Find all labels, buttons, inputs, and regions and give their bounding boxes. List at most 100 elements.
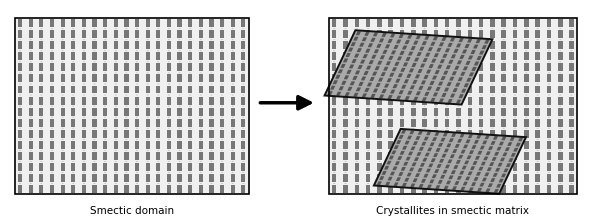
Bar (377, 141, 382, 149)
Circle shape (345, 28, 347, 29)
Bar (422, 185, 427, 193)
Bar (124, 141, 128, 149)
Circle shape (379, 180, 381, 181)
Polygon shape (440, 138, 445, 142)
Circle shape (458, 50, 459, 51)
Circle shape (51, 139, 53, 140)
Circle shape (378, 161, 381, 162)
Bar (388, 41, 393, 49)
Circle shape (378, 82, 380, 83)
Circle shape (210, 150, 213, 151)
Circle shape (446, 150, 448, 151)
Circle shape (356, 50, 358, 51)
Polygon shape (379, 55, 385, 59)
Bar (103, 19, 107, 27)
Bar (513, 152, 517, 160)
Bar (82, 174, 86, 182)
Bar (82, 119, 86, 127)
Bar (355, 74, 359, 82)
Bar (501, 97, 506, 105)
Bar (570, 163, 574, 171)
Polygon shape (464, 83, 469, 87)
Bar (28, 41, 33, 49)
Bar (220, 174, 224, 182)
Polygon shape (340, 64, 346, 68)
Circle shape (83, 150, 85, 151)
Polygon shape (395, 79, 400, 83)
Bar (479, 19, 484, 27)
Bar (135, 119, 139, 127)
Polygon shape (423, 75, 429, 79)
Polygon shape (419, 86, 423, 90)
Circle shape (115, 50, 117, 51)
Polygon shape (511, 153, 516, 157)
Circle shape (435, 50, 437, 51)
Bar (28, 130, 33, 138)
Polygon shape (419, 147, 424, 151)
Bar (167, 30, 171, 38)
Bar (546, 41, 551, 49)
Polygon shape (352, 76, 358, 80)
Bar (388, 185, 393, 193)
Circle shape (51, 150, 53, 151)
Polygon shape (387, 161, 391, 165)
Circle shape (493, 140, 495, 141)
Polygon shape (383, 67, 388, 71)
Polygon shape (458, 155, 464, 159)
Circle shape (62, 150, 64, 151)
Circle shape (210, 72, 213, 73)
Bar (456, 174, 461, 182)
Bar (167, 52, 171, 60)
Circle shape (94, 150, 95, 151)
Bar (103, 130, 107, 138)
Bar (524, 19, 529, 27)
Bar (241, 174, 246, 182)
Circle shape (491, 182, 493, 183)
Circle shape (571, 128, 572, 129)
Polygon shape (442, 93, 446, 97)
Bar (535, 119, 540, 127)
Circle shape (40, 39, 43, 40)
Circle shape (491, 161, 494, 162)
Circle shape (480, 39, 482, 40)
Circle shape (438, 184, 440, 185)
Circle shape (426, 57, 427, 58)
Circle shape (333, 39, 335, 40)
Circle shape (456, 164, 458, 165)
Circle shape (168, 61, 170, 62)
Bar (135, 174, 139, 182)
Polygon shape (455, 181, 459, 185)
Polygon shape (474, 140, 479, 144)
Circle shape (559, 39, 561, 40)
Circle shape (19, 28, 21, 29)
Circle shape (525, 72, 527, 73)
Circle shape (548, 128, 550, 129)
Circle shape (469, 139, 471, 140)
Polygon shape (402, 146, 407, 150)
Bar (524, 119, 529, 127)
Bar (400, 74, 404, 82)
Circle shape (200, 50, 202, 51)
Circle shape (400, 155, 402, 156)
Bar (513, 174, 517, 182)
Bar (570, 119, 574, 127)
Polygon shape (474, 177, 478, 181)
Circle shape (221, 172, 223, 173)
Circle shape (503, 117, 505, 118)
Circle shape (446, 61, 448, 62)
Circle shape (435, 106, 437, 107)
Circle shape (548, 50, 550, 51)
Circle shape (51, 106, 53, 107)
Bar (39, 130, 43, 138)
Circle shape (455, 70, 456, 71)
Polygon shape (449, 77, 454, 81)
Bar (50, 30, 54, 38)
Circle shape (30, 117, 32, 118)
Circle shape (221, 39, 223, 40)
Bar (366, 74, 371, 82)
Bar (82, 185, 86, 193)
Circle shape (408, 95, 409, 96)
Polygon shape (354, 53, 359, 58)
Circle shape (115, 61, 117, 62)
Circle shape (179, 28, 181, 29)
